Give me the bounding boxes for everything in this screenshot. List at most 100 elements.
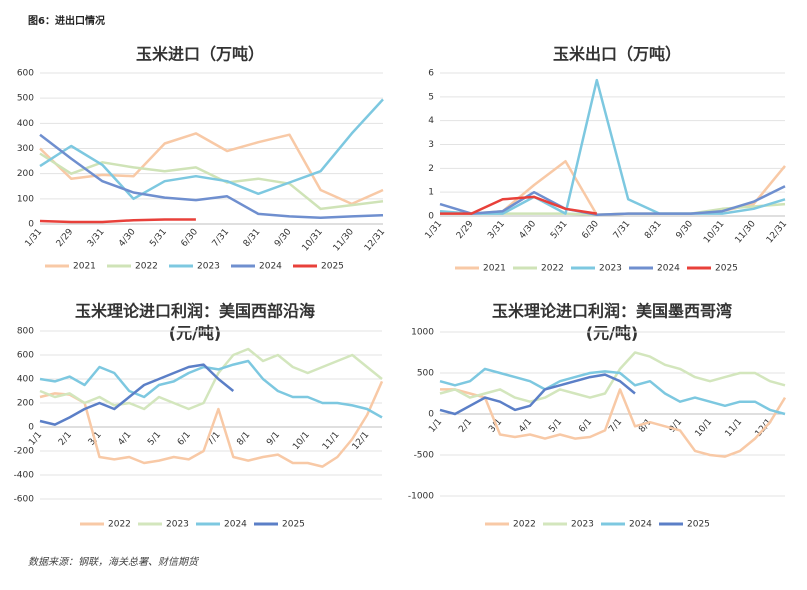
x-tick-label: 11/30: [332, 227, 357, 254]
series-line: [39, 363, 235, 426]
y-tick-label: 2: [428, 164, 434, 174]
series-line: [39, 152, 384, 211]
y-tick-label: 1: [428, 188, 434, 198]
series-line: [39, 98, 384, 201]
x-tick-label: 4/1: [116, 430, 133, 448]
legend-label: 2024: [259, 262, 282, 272]
x-tick-label: 8/31: [643, 219, 664, 241]
x-tick-label: 2/29: [455, 219, 476, 241]
x-tick-label: 11/30: [734, 219, 759, 246]
series-line: [39, 359, 383, 419]
legend-label: 2023: [599, 264, 622, 274]
x-tick-label: 10/31: [702, 219, 726, 245]
x-tick-label: 2/1: [57, 430, 74, 448]
y-tick-label: 6: [428, 69, 434, 79]
x-tick-label: 9/30: [674, 219, 695, 241]
x-tick-label: 8/31: [242, 227, 263, 249]
x-tick-label: 1/31: [424, 219, 445, 241]
x-tick-label: 12/31: [765, 219, 789, 245]
x-tick-label: 6/1: [176, 430, 193, 448]
x-tick-label: 1/1: [27, 430, 44, 448]
series-line: [39, 132, 384, 206]
legend-label: 2022: [541, 264, 564, 274]
x-tick-label: 7/31: [211, 227, 232, 249]
series-line: [439, 78, 786, 215]
x-tick-label: 4/30: [117, 227, 138, 249]
x-tick-label: 9/30: [273, 227, 294, 249]
y-tick-label: 1000: [411, 328, 434, 338]
chart-title: 玉米理论进口利润：美国墨西哥湾: [492, 302, 732, 321]
legend-label: 2025: [321, 262, 344, 272]
x-tick-label: 10/1: [694, 417, 715, 439]
x-tick-label: 12/31: [363, 227, 387, 253]
y-tick-label: -600: [14, 495, 35, 505]
y-tick-label: 3: [428, 140, 434, 150]
x-tick-label: 7/31: [612, 219, 633, 241]
x-tick-label: 5/1: [146, 430, 163, 448]
y-tick-label: -400: [14, 471, 35, 481]
y-tick-label: -1000: [408, 492, 434, 502]
x-tick-label: 4/30: [518, 219, 539, 241]
x-tick-label: 5/1: [547, 417, 564, 435]
y-tick-label: 0: [428, 410, 434, 420]
legend-label: 2022: [135, 262, 158, 272]
series-line: [39, 380, 384, 468]
x-tick-label: 1/1: [427, 417, 444, 435]
y-tick-label: 4: [428, 116, 434, 126]
y-tick-label: 800: [17, 327, 34, 337]
legend-label: 2025: [715, 264, 738, 274]
legend-label: 2023: [166, 520, 189, 530]
series-line: [39, 133, 384, 219]
legend-label: 2025: [687, 520, 710, 530]
x-tick-label: 5/31: [549, 219, 570, 241]
chart-title: (元/吨): [169, 324, 221, 343]
legend-label: 2025: [282, 520, 305, 530]
y-tick-label: -500: [414, 451, 435, 461]
series-line: [39, 347, 383, 411]
x-tick-label: 2/1: [457, 417, 474, 435]
x-tick-label: 2/29: [55, 227, 76, 249]
x-tick-label: 10/1: [291, 430, 312, 452]
legend-label: 2023: [571, 520, 594, 530]
figure-label: 图6：进出口情况: [28, 16, 105, 27]
y-tick-label: 600: [17, 69, 34, 79]
x-tick-label: 11/1: [321, 430, 342, 452]
y-tick-label: 5: [428, 92, 434, 102]
series-line: [440, 388, 787, 458]
legend-label: 2022: [513, 520, 536, 530]
y-tick-label: -200: [14, 447, 35, 457]
y-tick-label: 300: [17, 144, 34, 154]
chart-title: 玉米理论进口利润：美国西部沿海: [75, 302, 315, 321]
y-tick-label: 100: [17, 194, 34, 204]
legend-label: 2021: [483, 264, 506, 274]
chart-title: 玉米出口（万吨）: [553, 45, 681, 64]
x-tick-label: 12/1: [351, 430, 372, 452]
legend-label: 2023: [197, 262, 220, 272]
y-tick-label: 0: [28, 423, 34, 433]
series-line: [440, 195, 597, 215]
x-tick-label: 6/30: [580, 219, 601, 241]
x-tick-label: 5/31: [148, 227, 169, 249]
y-tick-label: 200: [17, 399, 34, 409]
chart-title: (元/吨): [586, 324, 638, 343]
y-tick-label: 600: [17, 351, 34, 361]
legend-label: 2022: [108, 520, 131, 530]
x-tick-label: 3/31: [486, 219, 507, 241]
y-tick-label: 400: [17, 119, 34, 129]
series-line: [39, 218, 196, 224]
y-tick-label: 400: [17, 375, 34, 385]
series-line: [439, 185, 786, 217]
series-line: [439, 367, 786, 416]
x-tick-label: 1/31: [24, 227, 45, 249]
x-tick-label: 6/1: [577, 417, 594, 435]
x-tick-label: 8/1: [235, 430, 252, 448]
y-tick-label: 500: [417, 369, 434, 379]
legend-label: 2021: [73, 262, 96, 272]
y-tick-label: 200: [17, 169, 34, 179]
legend-label: 2024: [629, 520, 652, 530]
x-tick-label: 6/30: [179, 227, 200, 249]
y-tick-label: 0: [428, 212, 434, 222]
y-tick-label: 500: [17, 94, 34, 104]
